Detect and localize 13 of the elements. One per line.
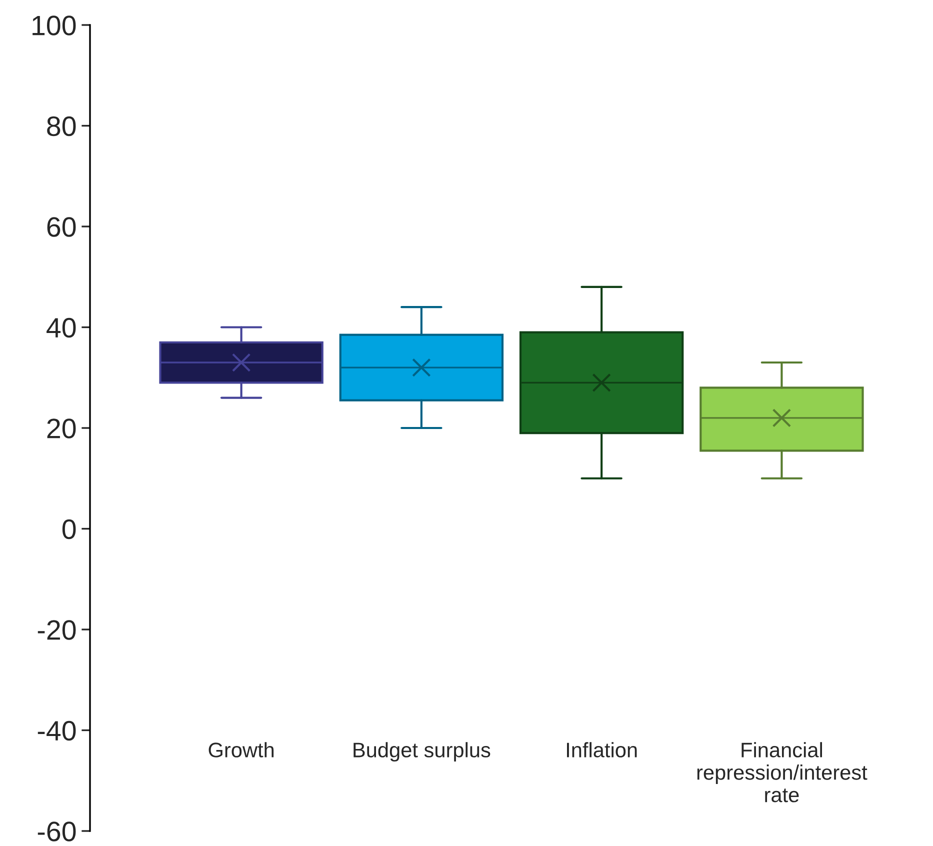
y-tick-label: -20 [38, 620, 76, 640]
x-tick-label: Inflation [567, 742, 637, 758]
y-tick-label: 0 [62, 519, 76, 540]
x-tick-label: Financial repression/interest rate [697, 742, 868, 802]
y-tick-label: 60 [47, 217, 76, 237]
x-tick-label: Growth [208, 742, 274, 758]
y-tick-label: 80 [47, 116, 76, 136]
y-tick-label: -40 [38, 720, 76, 741]
y-tick-label: -60 [38, 822, 76, 842]
y-tick-label: 40 [46, 318, 76, 338]
y-tick-label: 100 [32, 16, 76, 36]
y-tick-label: 20 [47, 418, 76, 438]
x-tick-label: Budget surplus [354, 742, 490, 762]
